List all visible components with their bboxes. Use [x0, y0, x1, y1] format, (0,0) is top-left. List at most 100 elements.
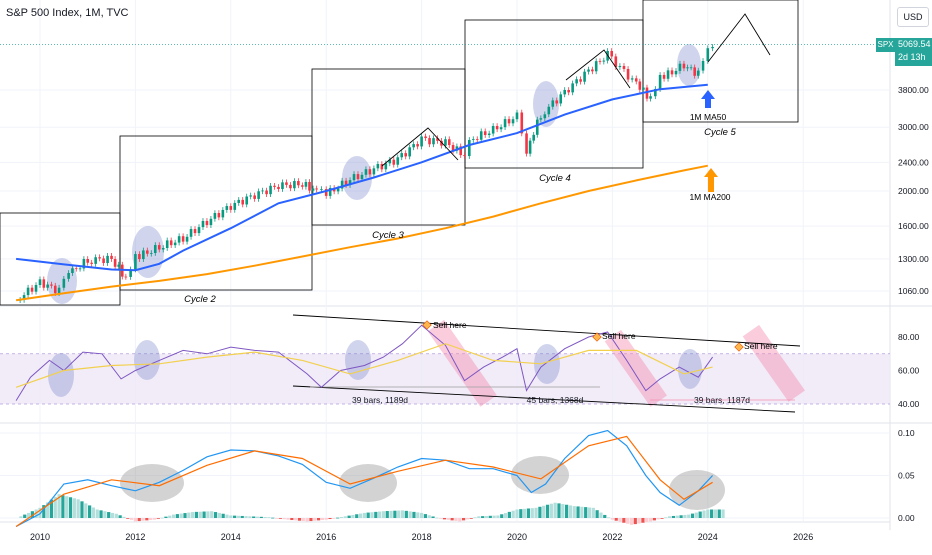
- candle-body: [528, 140, 532, 154]
- candle-body: [142, 250, 145, 260]
- price-tick-label: 1060.00: [898, 286, 929, 296]
- macd-histogram-bar: [500, 514, 504, 518]
- candle-body: [678, 63, 682, 71]
- macd-histogram-bar: [156, 518, 160, 519]
- macd-histogram-bar: [469, 518, 473, 519]
- macd-highlight-ellipse: [120, 464, 184, 502]
- candle-body: [396, 157, 400, 165]
- price-tick-label: 3000.00: [898, 122, 929, 132]
- macd-tick-label: 0.00: [898, 513, 915, 523]
- candle-body: [78, 268, 82, 270]
- macd-histogram-bar: [599, 512, 603, 518]
- candle-body: [34, 285, 38, 292]
- macd-histogram-bar: [301, 518, 305, 522]
- x-tick-label: 2018: [412, 532, 432, 542]
- candle-body: [181, 236, 185, 242]
- candle-body: [129, 269, 132, 277]
- macd-histogram-bar: [343, 516, 347, 518]
- candle-body: [388, 159, 392, 164]
- candle-body: [257, 191, 260, 199]
- macd-histogram-bar: [217, 512, 221, 518]
- macd-histogram-bar: [629, 518, 634, 525]
- candle-body: [412, 144, 415, 148]
- macd-histogram-bar: [645, 518, 649, 523]
- macd-histogram-bar: [393, 510, 397, 518]
- candle-body: [82, 259, 86, 269]
- macd-histogram-bar: [397, 510, 401, 518]
- macd-histogram-bar: [389, 510, 393, 518]
- candle-body: [344, 180, 348, 186]
- candle-body: [364, 169, 368, 175]
- macd-histogram-bar: [202, 511, 206, 518]
- price-tick-label: 2000.00: [898, 186, 929, 196]
- sell-marker: [734, 342, 744, 352]
- candle-body: [408, 147, 411, 157]
- cycle-box: [642, 0, 799, 123]
- macd-histogram-bar: [503, 513, 508, 518]
- candle-body: [682, 63, 686, 69]
- macd-histogram-bar: [72, 498, 76, 518]
- macd-histogram-bar: [439, 518, 443, 519]
- candle-body: [328, 187, 332, 196]
- candle-body: [356, 174, 360, 180]
- macd-histogram-bar: [565, 504, 569, 518]
- macd-histogram-bar: [57, 494, 61, 518]
- macd-histogram-bar: [381, 511, 386, 518]
- macd-histogram-bar: [129, 518, 134, 520]
- macd-histogram-bar: [183, 513, 187, 518]
- candle-body: [602, 60, 606, 62]
- candle-body: [400, 153, 404, 158]
- macd-histogram-bar: [412, 511, 416, 518]
- macd-histogram-bar: [519, 509, 523, 518]
- macd-histogram-bar: [114, 513, 118, 518]
- macd-histogram-bar: [450, 518, 454, 521]
- macd-histogram-bar: [675, 515, 679, 518]
- projection-arrow: [707, 13, 771, 63]
- candle-body: [261, 190, 264, 192]
- candle-body: [102, 258, 105, 264]
- macd-histogram-bar: [145, 518, 149, 521]
- macd-histogram-bar: [404, 510, 408, 518]
- candle-body: [50, 284, 53, 286]
- macd-histogram-bar: [187, 512, 191, 518]
- macd-histogram-bar: [80, 501, 84, 518]
- macd-histogram-bar: [339, 516, 344, 518]
- candle-body: [245, 196, 248, 205]
- candle-body: [610, 50, 614, 57]
- candle-body: [515, 112, 519, 120]
- candle-body: [376, 164, 380, 169]
- candle-body: [368, 169, 372, 175]
- highlight-ellipse: [533, 81, 559, 127]
- candle-body: [645, 87, 649, 99]
- macd-histogram-bar: [233, 515, 237, 518]
- x-tick-label: 2016: [316, 532, 336, 542]
- candle-body: [209, 218, 213, 226]
- macd-histogram-bar: [576, 506, 580, 518]
- macd-histogram-bar: [378, 511, 382, 518]
- macd-histogram-bar: [561, 504, 565, 518]
- candle-body: [289, 184, 292, 189]
- sell-label: Sell here: [433, 320, 467, 330]
- macd-histogram-bar: [423, 514, 428, 518]
- candle-body: [571, 83, 574, 93]
- macd-histogram-bar: [668, 516, 672, 518]
- candle-body: [217, 212, 221, 218]
- cycle-label: Cycle 4: [539, 173, 571, 184]
- candle-body: [622, 65, 626, 69]
- macd-histogram-bar: [557, 503, 561, 518]
- macd-histogram-bar: [42, 505, 46, 518]
- price-tick-label: 1600.00: [898, 221, 929, 231]
- macd-histogram-bar: [271, 517, 275, 519]
- rsi-highlight-ellipse: [678, 349, 702, 389]
- projection-arrow: [565, 49, 631, 89]
- candle-body: [320, 189, 323, 190]
- chart-title: S&P 500 Index, 1M, TVC: [6, 7, 129, 19]
- candle-body: [696, 70, 700, 76]
- candle-body: [225, 206, 229, 210]
- currency-toggle-button[interactable]: USD: [897, 7, 929, 27]
- macd-histogram-bar: [286, 518, 290, 520]
- macd-histogram-bar: [446, 518, 450, 520]
- macd-histogram-bar: [88, 505, 92, 518]
- macd-histogram-bar: [191, 512, 195, 518]
